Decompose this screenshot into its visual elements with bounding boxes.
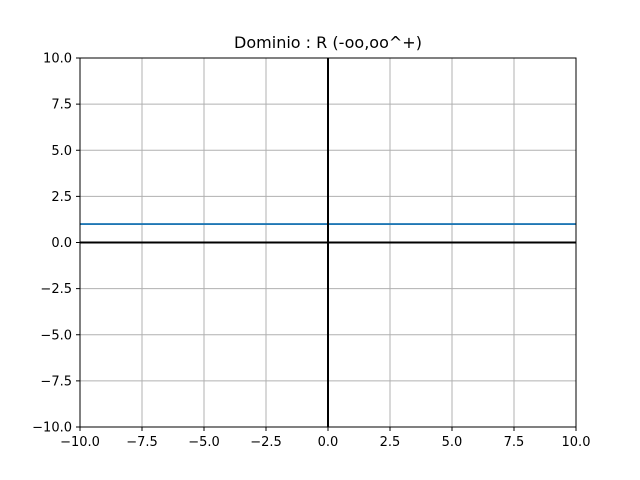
x-tick-label-3: −2.5 bbox=[250, 435, 282, 450]
x-tick-label-7: 7.5 bbox=[504, 435, 525, 450]
y-tick-label-6: 5.0 bbox=[51, 144, 72, 159]
x-tick-label-0: −10.0 bbox=[60, 435, 100, 450]
y-tick-label-8: 10.0 bbox=[43, 52, 72, 67]
y-tick-label-3: −2.5 bbox=[40, 282, 72, 297]
y-tick-label-2: −5.0 bbox=[40, 328, 72, 343]
ticks: −10.0 −7.5 −5.0 −2.5 0.0 2.5 5.0 7.5 10.0 −10.0 −7… bbox=[32, 52, 590, 451]
y-tick-label-7: 7.5 bbox=[51, 98, 72, 113]
y-tick-label-5: 2.5 bbox=[51, 190, 72, 205]
axis-lines bbox=[80, 58, 576, 427]
x-tick-label-1: −7.5 bbox=[126, 435, 158, 450]
x-tick-label-6: 5.0 bbox=[442, 435, 463, 450]
x-tick-label-8: 10.0 bbox=[562, 435, 591, 450]
x-tick-label-4: 0.0 bbox=[318, 435, 339, 450]
y-tick-label-0: −10.0 bbox=[32, 421, 72, 436]
chart-title: Dominio : R (-oo,oo^+) bbox=[234, 33, 422, 52]
x-tick-label-2: −5.0 bbox=[188, 435, 220, 450]
y-tick-label-4: 0.0 bbox=[51, 236, 72, 251]
x-tick-label-5: 2.5 bbox=[380, 435, 401, 450]
y-tick-label-1: −7.5 bbox=[40, 374, 72, 389]
